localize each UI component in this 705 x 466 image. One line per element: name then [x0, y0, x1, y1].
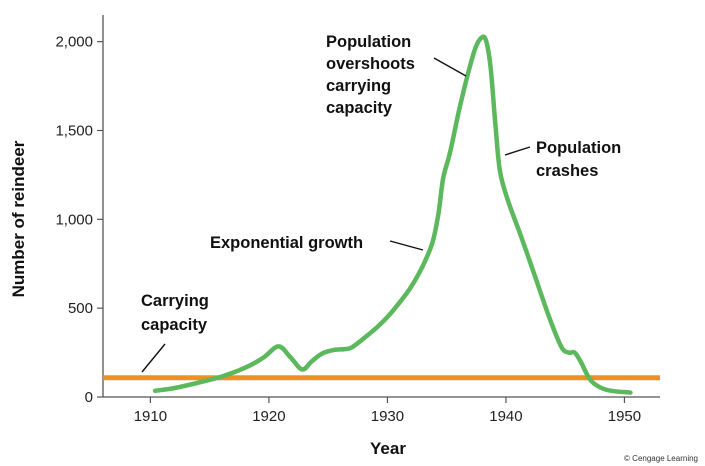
x-axis-title: Year — [370, 439, 406, 458]
x-tick-label: 1930 — [371, 408, 404, 425]
annotation-capacity: Carrying capacity — [141, 292, 209, 373]
y-tick-label: 2,000 — [55, 34, 93, 51]
annotation-overshoot-pointer — [433, 57, 467, 77]
annotation-capacity-line-2: capacity — [141, 316, 208, 334]
annotation-crash: Population crashes — [504, 139, 621, 180]
series-group — [103, 34, 660, 395]
series-population-line — [152, 34, 633, 395]
y-tick-label: 1,500 — [55, 122, 93, 139]
annotation-overshoot-line-2: overshoots — [326, 55, 415, 73]
annotation-exponential-pointer — [389, 240, 424, 251]
annotation-crash-pointer — [504, 146, 531, 156]
annotation-overshoot-line-1: Population — [326, 33, 411, 51]
annotation-overshoot: Population overshoots carrying capacity — [326, 33, 467, 117]
y-tick-label: 1,000 — [55, 211, 93, 228]
annotation-crash-line-2: crashes — [536, 162, 598, 180]
y-axis-title: Number of reindeer — [9, 140, 28, 297]
x-tick-label: 1920 — [252, 408, 285, 425]
annotation-overshoot-line-3: carrying — [326, 77, 391, 95]
annotation-exponential: Exponential growth — [210, 234, 424, 252]
x-tick-label: 1910 — [134, 408, 167, 425]
annotation-crash-line-1: Population — [536, 139, 621, 157]
annotation-capacity-pointer — [141, 343, 166, 373]
x-tick-label: 1940 — [489, 408, 522, 425]
annotation-exponential-label: Exponential growth — [210, 234, 363, 252]
ticks-group: 1910 1920 1930 1940 1950 0 500 1,000 1,500 2,000 — [55, 34, 641, 425]
annotation-capacity-line-1: Carrying — [141, 292, 209, 310]
credit-text: © Cengage Learning — [624, 454, 698, 463]
annotation-overshoot-line-4: capacity — [326, 99, 393, 117]
axes — [102, 15, 660, 398]
x-tick-label: 1950 — [608, 408, 641, 425]
y-tick-label: 500 — [68, 300, 93, 317]
y-tick-label: 0 — [85, 389, 93, 406]
